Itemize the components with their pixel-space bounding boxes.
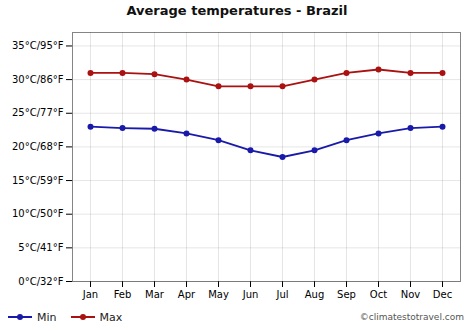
svg-text:35°C/95°F: 35°C/95°F: [12, 40, 64, 51]
svg-text:Apr: Apr: [178, 289, 196, 300]
svg-text:Dec: Dec: [433, 289, 452, 300]
html-text:©climatestotravel.com: ©climatestotravel.com: [359, 312, 464, 322]
html-text:Min: Min: [37, 310, 57, 324]
html-text:Average temperatures - Brazil: Average temperatures - Brazil: [126, 3, 348, 18]
svg-text:Aug: Aug: [305, 289, 325, 300]
svg-text:0°C/32°F: 0°C/32°F: [18, 276, 63, 287]
svg-text:5°C/41°F: 5°C/41°F: [18, 242, 63, 253]
svg-text:25°C/77°F: 25°C/77°F: [12, 107, 64, 118]
svg-text:Jul: Jul: [275, 289, 288, 300]
svg-text:20°C/68°F: 20°C/68°F: [12, 141, 64, 152]
svg-text:Sep: Sep: [337, 289, 356, 300]
html-text:Max: Max: [99, 310, 123, 324]
svg-text:Jun: Jun: [242, 289, 259, 300]
svg-text:Oct: Oct: [370, 289, 387, 300]
svg-text:Feb: Feb: [114, 289, 132, 300]
svg-text:Mar: Mar: [145, 289, 165, 300]
svg-text:10°C/50°F: 10°C/50°F: [12, 208, 64, 219]
svg-text:15°C/59°F: 15°C/59°F: [12, 175, 64, 186]
svg-text:30°C/86°F: 30°C/86°F: [12, 74, 64, 85]
svg-text:May: May: [208, 289, 229, 300]
svg-text:Nov: Nov: [401, 289, 421, 300]
svg-text:Jan: Jan: [82, 289, 98, 300]
